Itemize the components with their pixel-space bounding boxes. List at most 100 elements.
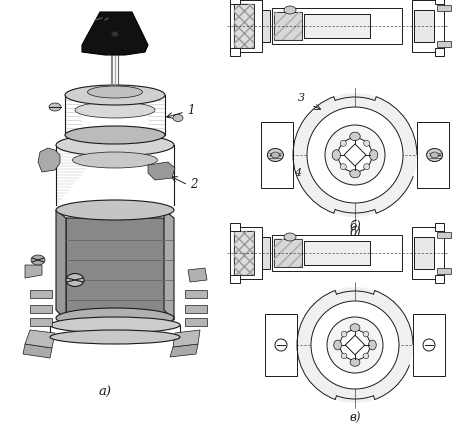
- Ellipse shape: [364, 164, 370, 170]
- Polygon shape: [82, 12, 148, 55]
- Bar: [417, 122, 449, 188]
- Ellipse shape: [112, 32, 118, 36]
- Ellipse shape: [350, 132, 360, 140]
- Polygon shape: [25, 330, 55, 348]
- Circle shape: [325, 125, 385, 185]
- Ellipse shape: [49, 103, 61, 111]
- Polygon shape: [412, 227, 444, 279]
- Ellipse shape: [50, 317, 180, 333]
- Bar: [272, 8, 402, 44]
- Ellipse shape: [342, 331, 347, 337]
- Bar: [230, 0, 240, 4]
- Circle shape: [327, 317, 383, 373]
- Polygon shape: [170, 344, 198, 357]
- Ellipse shape: [50, 330, 180, 344]
- Bar: [435, 223, 444, 231]
- Ellipse shape: [369, 340, 376, 350]
- Ellipse shape: [31, 255, 45, 265]
- Polygon shape: [30, 290, 52, 298]
- Bar: [261, 122, 293, 188]
- Circle shape: [297, 287, 413, 403]
- Circle shape: [423, 339, 435, 351]
- Ellipse shape: [65, 126, 165, 144]
- Bar: [230, 48, 240, 56]
- Polygon shape: [185, 318, 207, 326]
- Bar: [274, 239, 302, 267]
- Ellipse shape: [56, 200, 174, 220]
- Polygon shape: [344, 144, 366, 166]
- Bar: [435, 275, 444, 283]
- Bar: [435, 0, 444, 4]
- Bar: [304, 241, 370, 265]
- Ellipse shape: [271, 152, 279, 158]
- Bar: [274, 12, 302, 40]
- Bar: [413, 314, 445, 376]
- Polygon shape: [56, 210, 66, 320]
- Bar: [262, 237, 270, 269]
- Polygon shape: [412, 0, 444, 52]
- Polygon shape: [188, 268, 207, 282]
- Bar: [272, 235, 402, 271]
- Bar: [230, 223, 240, 231]
- Polygon shape: [230, 0, 262, 52]
- Polygon shape: [25, 265, 42, 278]
- Bar: [435, 48, 444, 56]
- Ellipse shape: [350, 169, 360, 178]
- Polygon shape: [185, 290, 207, 298]
- Ellipse shape: [284, 233, 296, 241]
- Text: 4: 4: [294, 168, 302, 178]
- Ellipse shape: [56, 308, 174, 328]
- Bar: [437, 268, 451, 274]
- Polygon shape: [185, 305, 207, 313]
- Ellipse shape: [73, 152, 158, 168]
- Circle shape: [338, 138, 372, 172]
- Bar: [274, 239, 302, 267]
- Text: в): в): [349, 412, 361, 425]
- Text: 2: 2: [190, 178, 198, 191]
- Polygon shape: [30, 318, 52, 326]
- Bar: [274, 12, 302, 40]
- Bar: [437, 5, 451, 11]
- Ellipse shape: [284, 6, 296, 14]
- Polygon shape: [38, 148, 60, 172]
- Ellipse shape: [363, 331, 369, 337]
- Bar: [414, 10, 434, 42]
- Text: 3: 3: [297, 93, 304, 103]
- Ellipse shape: [340, 164, 346, 170]
- Ellipse shape: [267, 149, 284, 162]
- Bar: [230, 275, 240, 283]
- Bar: [265, 314, 297, 376]
- Bar: [414, 237, 434, 269]
- Ellipse shape: [427, 149, 443, 162]
- Ellipse shape: [75, 102, 155, 118]
- Bar: [304, 14, 370, 38]
- Ellipse shape: [56, 134, 174, 156]
- Circle shape: [293, 93, 417, 217]
- Circle shape: [307, 107, 403, 203]
- Ellipse shape: [342, 353, 347, 359]
- Ellipse shape: [173, 114, 183, 121]
- Polygon shape: [164, 210, 174, 320]
- Polygon shape: [30, 305, 52, 313]
- Ellipse shape: [431, 152, 438, 158]
- Text: б): б): [349, 226, 361, 238]
- Ellipse shape: [334, 340, 342, 350]
- Polygon shape: [23, 344, 52, 358]
- Ellipse shape: [364, 140, 370, 146]
- Circle shape: [311, 301, 399, 389]
- Circle shape: [275, 339, 287, 351]
- Polygon shape: [148, 162, 175, 180]
- Text: а): а): [98, 385, 112, 398]
- Bar: [234, 4, 254, 48]
- Ellipse shape: [363, 353, 369, 359]
- Bar: [234, 231, 254, 275]
- Polygon shape: [66, 218, 174, 320]
- Ellipse shape: [332, 150, 341, 160]
- Polygon shape: [230, 227, 262, 279]
- Circle shape: [292, 282, 418, 408]
- Bar: [262, 10, 270, 42]
- Ellipse shape: [370, 150, 378, 160]
- Bar: [234, 4, 254, 48]
- Text: 1: 1: [187, 105, 194, 118]
- Circle shape: [288, 88, 422, 222]
